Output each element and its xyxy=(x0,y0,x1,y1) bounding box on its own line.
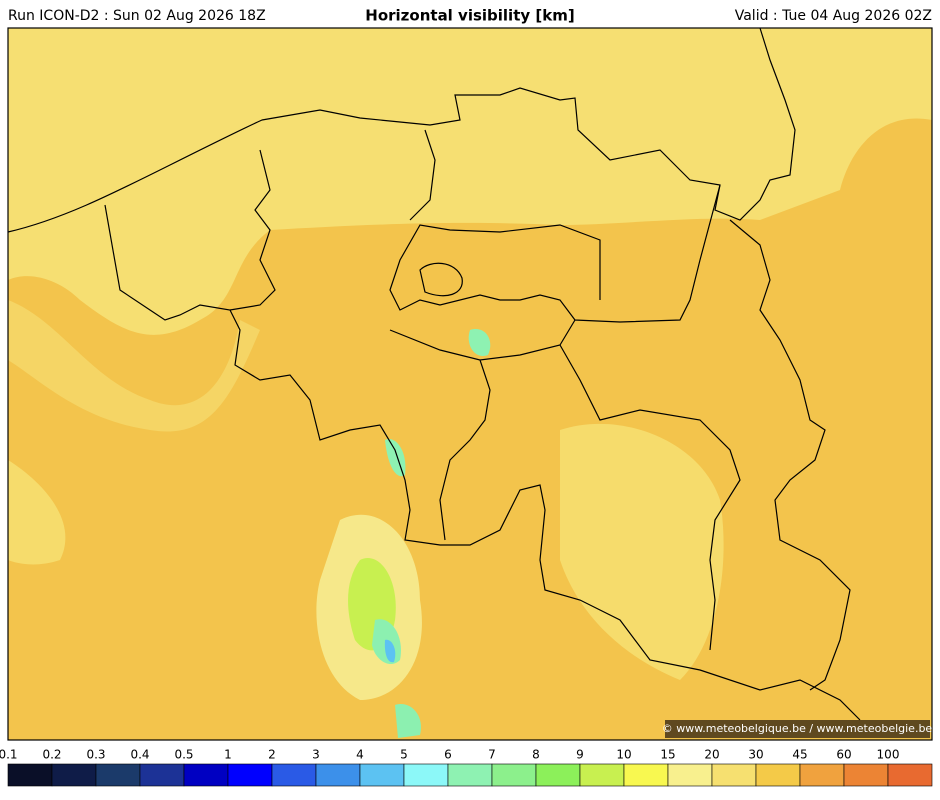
colorbar-box xyxy=(491,763,537,787)
colorbar-label: 0.1 xyxy=(0,748,18,762)
colorbar-box xyxy=(139,763,185,787)
colorbar-label: 0.2 xyxy=(42,748,61,762)
map: © www.meteobelgique.be / www.meteobelgie… xyxy=(7,27,933,741)
colorbar-label: 4 xyxy=(356,748,364,762)
light-area xyxy=(560,423,724,680)
colorbar-label: 30 xyxy=(748,748,763,762)
colorbar-label: 3 xyxy=(312,748,320,762)
credit: © www.meteobelgique.be / www.meteobelgie… xyxy=(662,722,933,735)
colorbar-box xyxy=(447,763,493,787)
colorbar-box xyxy=(403,763,449,787)
credit-box xyxy=(665,720,930,738)
colorbar-label: 20 xyxy=(704,748,719,762)
colorbar-box xyxy=(799,763,845,787)
colorbar-label: 2 xyxy=(268,748,276,762)
colorbar-box xyxy=(359,763,405,787)
borders xyxy=(7,27,861,721)
colorbar-box xyxy=(535,763,581,787)
light-area xyxy=(8,28,932,335)
colorbar-box xyxy=(579,763,625,787)
light-area xyxy=(8,300,260,432)
valid-label: Valid : Tue 04 Aug 2026 02Z xyxy=(735,8,932,24)
run-label: Run ICON-D2 : Sun 02 Aug 2026 18Z xyxy=(8,8,266,24)
colorbar-box xyxy=(51,763,97,787)
light-area xyxy=(8,460,66,565)
map-title: Horizontal visibility [km] xyxy=(365,7,574,25)
map-frame xyxy=(7,27,933,741)
colorbar-label: 0.3 xyxy=(86,748,105,762)
colorbar-label: 8 xyxy=(532,748,540,762)
colorbar-box xyxy=(183,763,229,787)
vis-area xyxy=(468,329,491,356)
colorbar-box xyxy=(227,763,273,787)
colorbar-box xyxy=(315,763,361,787)
colorbar-label: 9 xyxy=(576,748,584,762)
colorbar-label: 1 xyxy=(224,748,232,762)
colorbar-box xyxy=(755,763,801,787)
colorbar-label: 60 xyxy=(836,748,851,762)
colorbar: 0.1 0.2 0.3 0.4 0.5 1 2 3 4 5 6 7 8 9 10 15 20 30 45 60 100 xyxy=(0,748,933,787)
colorbar-box xyxy=(667,763,713,787)
colorbar-box xyxy=(7,763,53,787)
colorbar-label: 45 xyxy=(792,748,807,762)
colorbar-label: 10 xyxy=(616,748,631,762)
colorbar-label: 0.4 xyxy=(130,748,149,762)
colorbar-box xyxy=(271,763,317,787)
colorbar-box xyxy=(95,763,141,787)
colorbar-label: 7 xyxy=(488,748,496,762)
colorbar-label: 6 xyxy=(444,748,452,762)
colorbar-box xyxy=(843,763,889,787)
colorbar-box xyxy=(623,763,669,787)
vis-area xyxy=(384,639,396,663)
colorbar-label: 100 xyxy=(877,748,900,762)
colorbar-label: 15 xyxy=(660,748,675,762)
vis-area xyxy=(395,704,421,738)
colorbar-box xyxy=(887,763,933,787)
colorbar-label: 5 xyxy=(400,748,408,762)
colorbar-box xyxy=(711,763,757,787)
colorbar-label: 0.5 xyxy=(174,748,193,762)
